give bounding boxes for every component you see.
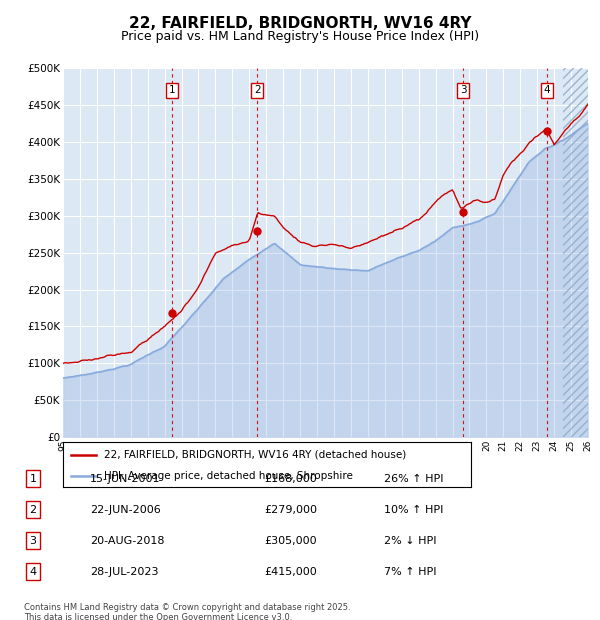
Text: 28-JUL-2023: 28-JUL-2023 bbox=[90, 567, 158, 577]
Text: 20-AUG-2018: 20-AUG-2018 bbox=[90, 536, 164, 546]
Text: 4: 4 bbox=[29, 567, 37, 577]
Text: £279,000: £279,000 bbox=[264, 505, 317, 515]
Text: 3: 3 bbox=[29, 536, 37, 546]
Text: 4: 4 bbox=[544, 86, 550, 95]
Text: £168,000: £168,000 bbox=[264, 474, 317, 484]
Text: 7% ↑ HPI: 7% ↑ HPI bbox=[384, 567, 437, 577]
Text: Contains HM Land Registry data © Crown copyright and database right 2025.
This d: Contains HM Land Registry data © Crown c… bbox=[24, 603, 350, 620]
Text: 10% ↑ HPI: 10% ↑ HPI bbox=[384, 505, 443, 515]
Text: Price paid vs. HM Land Registry's House Price Index (HPI): Price paid vs. HM Land Registry's House … bbox=[121, 30, 479, 43]
Text: 1: 1 bbox=[169, 86, 176, 95]
Text: 2: 2 bbox=[254, 86, 260, 95]
Text: 22-JUN-2006: 22-JUN-2006 bbox=[90, 505, 161, 515]
Text: 2: 2 bbox=[29, 505, 37, 515]
Text: HPI: Average price, detached house, Shropshire: HPI: Average price, detached house, Shro… bbox=[104, 471, 353, 480]
Text: 15-JUN-2001: 15-JUN-2001 bbox=[90, 474, 161, 484]
Text: £415,000: £415,000 bbox=[264, 567, 317, 577]
Text: 26% ↑ HPI: 26% ↑ HPI bbox=[384, 474, 443, 484]
Text: £305,000: £305,000 bbox=[264, 536, 317, 546]
Text: 22, FAIRFIELD, BRIDGNORTH, WV16 4RY (detached house): 22, FAIRFIELD, BRIDGNORTH, WV16 4RY (det… bbox=[104, 450, 406, 459]
Text: 1: 1 bbox=[29, 474, 37, 484]
Text: 2% ↓ HPI: 2% ↓ HPI bbox=[384, 536, 437, 546]
Text: 22, FAIRFIELD, BRIDGNORTH, WV16 4RY: 22, FAIRFIELD, BRIDGNORTH, WV16 4RY bbox=[129, 16, 471, 30]
Text: 3: 3 bbox=[460, 86, 467, 95]
